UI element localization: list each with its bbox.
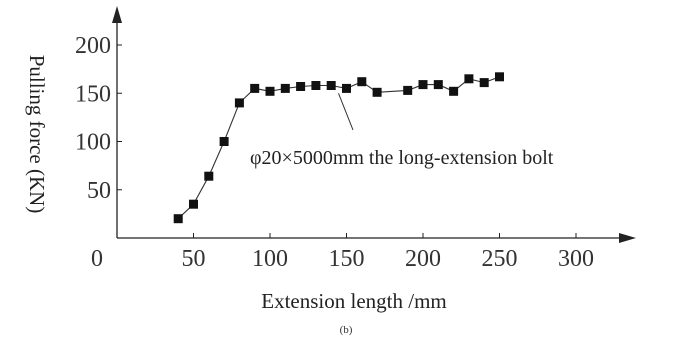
y-axis-title: Pulling force (KN) xyxy=(25,55,49,214)
y-axis-arrow-icon xyxy=(112,6,122,23)
axis-ticks: 0 50 100 150 200 250 300 50 100 150 200 xyxy=(75,33,594,272)
annotation-label: φ20×5000mm the long-extension bolt xyxy=(250,147,554,169)
data-point-marker xyxy=(479,78,489,88)
x-tick-label: 150 xyxy=(329,246,365,272)
annotation-leader-line xyxy=(338,93,354,131)
data-point-marker xyxy=(265,86,275,96)
data-point-marker xyxy=(173,214,183,224)
data-point-marker xyxy=(433,80,443,90)
data-point-marker xyxy=(418,80,428,90)
data-point-marker xyxy=(357,77,367,87)
data-point-marker xyxy=(326,81,336,90)
data-point-marker xyxy=(403,85,413,95)
figure-caption: (b) xyxy=(340,324,353,336)
data-point-marker xyxy=(342,83,351,93)
data-point-marker xyxy=(296,82,306,91)
data-point-marker xyxy=(372,87,382,97)
x-tick-label: 300 xyxy=(558,246,594,272)
x-tick-label: 0 xyxy=(91,246,103,272)
x-tick-label: 50 xyxy=(182,246,206,272)
axes xyxy=(112,6,636,243)
data-point-marker xyxy=(311,81,321,90)
y-tick-label: 50 xyxy=(87,178,111,204)
y-tick-label: 200 xyxy=(75,33,111,59)
data-point-marker xyxy=(495,72,504,82)
data-point-marker xyxy=(219,137,229,146)
data-point-marker xyxy=(204,171,214,181)
data-point-marker xyxy=(464,74,474,84)
data-point-marker xyxy=(234,98,244,108)
data-point-marker xyxy=(280,83,290,93)
data-point-marker xyxy=(250,83,260,93)
series-markers xyxy=(173,72,504,224)
data-point-marker xyxy=(189,199,198,209)
y-tick-label: 100 xyxy=(75,130,111,156)
x-axis-arrow-icon xyxy=(619,233,636,243)
y-tick-label: 150 xyxy=(75,81,111,107)
x-tick-label: 100 xyxy=(252,246,288,272)
x-axis-title: Extension length /mm xyxy=(261,289,446,313)
data-point-marker xyxy=(449,86,459,96)
x-tick-label: 250 xyxy=(482,246,518,272)
x-tick-label: 200 xyxy=(405,246,441,272)
